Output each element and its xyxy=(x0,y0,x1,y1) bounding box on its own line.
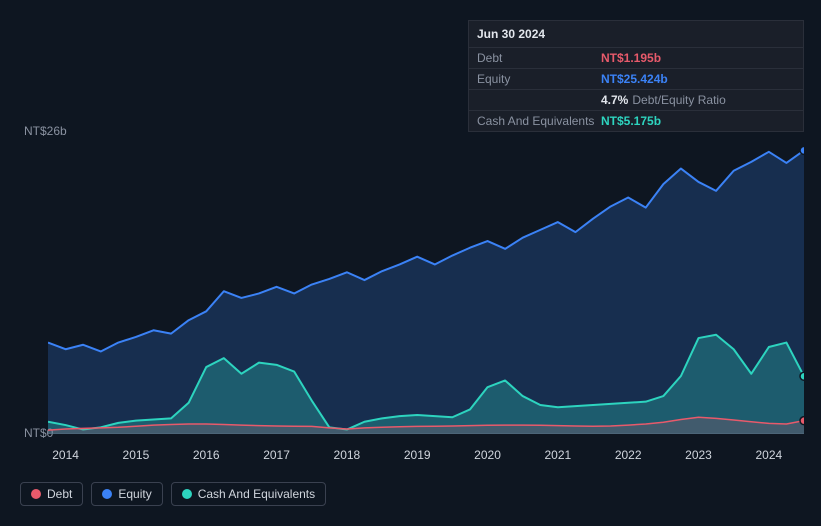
x-tick-label: 2024 xyxy=(755,448,782,462)
legend-label: Equity xyxy=(118,487,151,501)
series-marker-cash xyxy=(800,372,804,380)
tooltip-row: EquityNT$25.424b xyxy=(469,69,803,90)
legend-swatch xyxy=(102,489,112,499)
chart-plot-area[interactable] xyxy=(48,144,804,434)
tooltip-row: DebtNT$1.195b xyxy=(469,48,803,69)
x-tick-label: 2022 xyxy=(615,448,642,462)
legend-label: Debt xyxy=(47,487,72,501)
x-axis: 2014 2015 2016 2017 2018 2019 2020 2021 2022 2023… xyxy=(48,448,804,468)
y-axis-max-label: NT$26b xyxy=(24,124,67,138)
tooltip-row-suffix: Debt/Equity Ratio xyxy=(632,93,725,107)
chart-legend: Debt Equity Cash And Equivalents xyxy=(20,482,326,506)
x-tick-label: 2020 xyxy=(474,448,501,462)
x-tick-label: 2023 xyxy=(685,448,712,462)
tooltip-row: 4.7%Debt/Equity Ratio xyxy=(469,90,803,111)
x-tick-label: 2015 xyxy=(123,448,150,462)
tooltip-row-label xyxy=(477,93,601,107)
tooltip-row-value: NT$5.175b xyxy=(601,114,661,128)
tooltip-row-value: 4.7%Debt/Equity Ratio xyxy=(601,93,726,107)
legend-swatch xyxy=(31,489,41,499)
legend-swatch xyxy=(182,489,192,499)
legend-item-cash-and-equivalents[interactable]: Cash And Equivalents xyxy=(171,482,326,506)
legend-label: Cash And Equivalents xyxy=(198,487,315,501)
x-tick-label: 2021 xyxy=(545,448,572,462)
legend-item-debt[interactable]: Debt xyxy=(20,482,83,506)
x-tick-label: 2018 xyxy=(334,448,361,462)
tooltip-row-label: Debt xyxy=(477,51,601,65)
tooltip-row-label: Equity xyxy=(477,72,601,86)
tooltip-row-value: NT$1.195b xyxy=(601,51,661,65)
series-marker-debt xyxy=(800,417,804,425)
legend-item-equity[interactable]: Equity xyxy=(91,482,162,506)
tooltip-row: Cash And EquivalentsNT$5.175b xyxy=(469,111,803,131)
tooltip-row-value: NT$25.424b xyxy=(601,72,668,86)
chart-tooltip: Jun 30 2024 DebtNT$1.195bEquityNT$25.424… xyxy=(468,20,804,132)
x-tick-label: 2014 xyxy=(52,448,79,462)
x-tick-label: 2019 xyxy=(404,448,431,462)
tooltip-date: Jun 30 2024 xyxy=(469,21,803,48)
tooltip-row-label: Cash And Equivalents xyxy=(477,114,601,128)
series-marker-equity xyxy=(800,146,804,154)
x-tick-label: 2016 xyxy=(193,448,220,462)
x-tick-label: 2017 xyxy=(263,448,290,462)
